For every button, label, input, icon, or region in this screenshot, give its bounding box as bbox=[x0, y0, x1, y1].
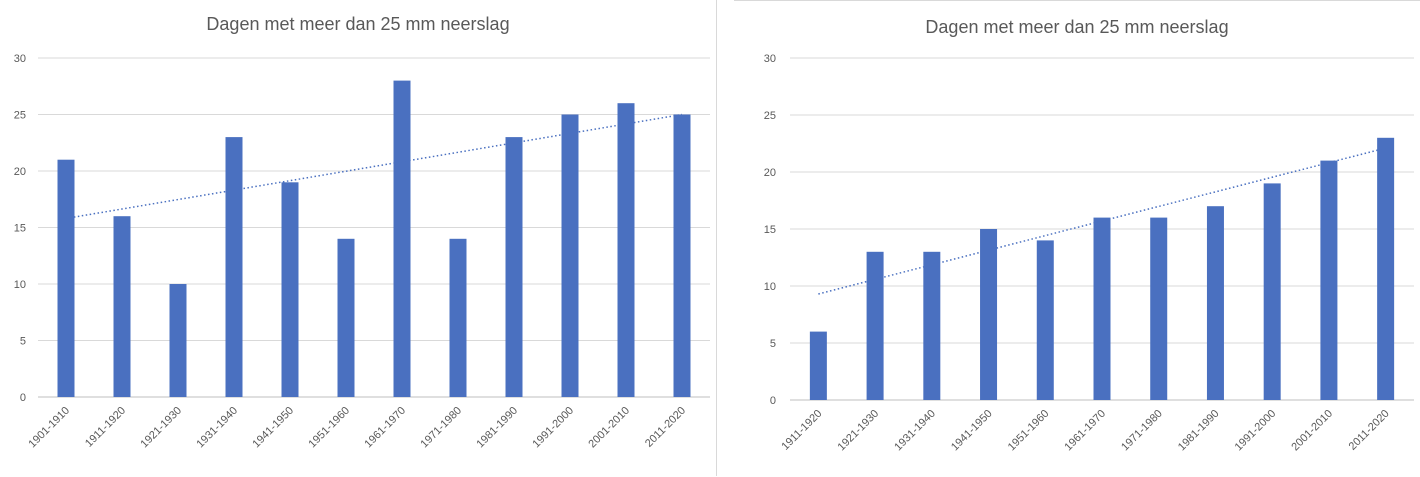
left-x-tick-label-1971-1980: 1971-1980 bbox=[418, 405, 464, 451]
right-trendline bbox=[818, 147, 1386, 295]
right-y-tick-label-30: 30 bbox=[764, 53, 776, 65]
right-bar-1921-1930 bbox=[866, 251, 884, 400]
left-y-tick-label-10: 10 bbox=[14, 279, 26, 291]
chart-panel-left: Dagen met meer dan 25 mm neerslag 0 5 10 15… bbox=[13, 0, 717, 476]
left-x-tick-label-1951-1960: 1951-1960 bbox=[306, 405, 352, 451]
left-y-tick-label-5: 5 bbox=[20, 336, 26, 348]
right-y-tick-label-10: 10 bbox=[764, 281, 776, 293]
left-x-tick-label-1931-1940: 1931-1940 bbox=[194, 405, 240, 451]
left-y-tick-label-30: 30 bbox=[14, 53, 26, 65]
left-x-tick-label-1961-1970: 1961-1970 bbox=[362, 405, 408, 451]
left-bar-1901-1910 bbox=[57, 159, 75, 397]
right-x-tick-label-1951-1960: 1951-1960 bbox=[1006, 408, 1052, 454]
right-x-tick-label-1931-1940: 1931-1940 bbox=[892, 408, 938, 454]
right-y-tick-label-25: 25 bbox=[764, 110, 776, 122]
right-bar-2001-2010 bbox=[1320, 160, 1338, 400]
left-bar-1991-2000 bbox=[561, 114, 579, 397]
chart-panel-right: Dagen met meer dan 25 mm neerslag 0 5 10 15… bbox=[734, 0, 1420, 477]
left-y-tick-label-0: 0 bbox=[20, 392, 26, 404]
left-bar-1981-1990 bbox=[505, 137, 523, 397]
left-bar-1961-1970 bbox=[393, 80, 411, 397]
chart-title-right: Dagen met meer dan 25 mm neerslag bbox=[925, 17, 1229, 37]
left-y-tick-label-20: 20 bbox=[14, 166, 26, 178]
right-y-tick-label-20: 20 bbox=[764, 167, 776, 179]
left-bar-2001-2010 bbox=[617, 103, 635, 397]
left-bar-1971-1980 bbox=[449, 238, 467, 397]
right-bar-1941-1950 bbox=[980, 229, 998, 400]
right-y-tick-label-5: 5 bbox=[770, 338, 776, 350]
right-bar-1991-2000 bbox=[1263, 183, 1281, 400]
right-x-tick-label-1961-1970: 1961-1970 bbox=[1062, 408, 1108, 454]
left-x-tick-label-1911-1920: 1911-1920 bbox=[83, 405, 128, 450]
left-bar-1921-1930 bbox=[169, 284, 187, 397]
right-x-tick-label-1911-1920: 1911-1920 bbox=[779, 408, 824, 453]
right-x-tick-label-1971-1980: 1971-1980 bbox=[1119, 408, 1165, 454]
left-y-tick-label-25: 25 bbox=[14, 110, 26, 122]
left-bar-1911-1920 bbox=[113, 216, 131, 397]
left-x-tick-label-1991-2000: 1991-2000 bbox=[530, 405, 576, 451]
left-trendline bbox=[65, 113, 683, 220]
left-bar-2011-2020 bbox=[673, 114, 691, 397]
right-bar-1981-1990 bbox=[1206, 206, 1224, 400]
right-bar-1911-1920 bbox=[809, 331, 827, 400]
left-x-tick-label-1981-1990: 1981-1990 bbox=[474, 405, 520, 451]
left-x-tick-label-1941-1950: 1941-1950 bbox=[250, 405, 296, 451]
right-x-tick-label-2011-2020: 2011-2020 bbox=[1347, 408, 1392, 453]
left-y-tick-label-15: 15 bbox=[14, 223, 26, 235]
chart-title-left: Dagen met meer dan 25 mm neerslag bbox=[206, 14, 510, 34]
right-bar-1951-1960 bbox=[1036, 240, 1054, 400]
right-x-tick-label-2001-2010: 2001-2010 bbox=[1289, 408, 1335, 454]
right-bar-2011-2020 bbox=[1377, 137, 1395, 401]
left-x-tick-label-1921-1930: 1921-1930 bbox=[138, 405, 184, 451]
right-y-tick-label-15: 15 bbox=[764, 224, 776, 236]
left-bar-1941-1950 bbox=[281, 182, 299, 397]
right-x-tick-label-1981-1990: 1981-1990 bbox=[1176, 408, 1222, 454]
right-x-tick-label-1941-1950: 1941-1950 bbox=[949, 408, 995, 454]
left-bar-1931-1940 bbox=[225, 137, 243, 397]
right-y-tick-label-0: 0 bbox=[770, 395, 776, 407]
right-bar-1961-1970 bbox=[1093, 217, 1111, 400]
left-bar-1951-1960 bbox=[337, 238, 355, 397]
right-x-tick-label-1991-2000: 1991-2000 bbox=[1233, 408, 1279, 454]
right-x-tick-label-1921-1930: 1921-1930 bbox=[836, 408, 882, 454]
right-bar-1971-1980 bbox=[1150, 217, 1168, 400]
left-x-tick-label-2011-2020: 2011-2020 bbox=[643, 405, 688, 450]
left-x-tick-label-1901-1910: 1901-1910 bbox=[26, 405, 72, 451]
right-bar-1931-1940 bbox=[923, 251, 941, 400]
left-x-tick-label-2001-2010: 2001-2010 bbox=[586, 405, 632, 451]
